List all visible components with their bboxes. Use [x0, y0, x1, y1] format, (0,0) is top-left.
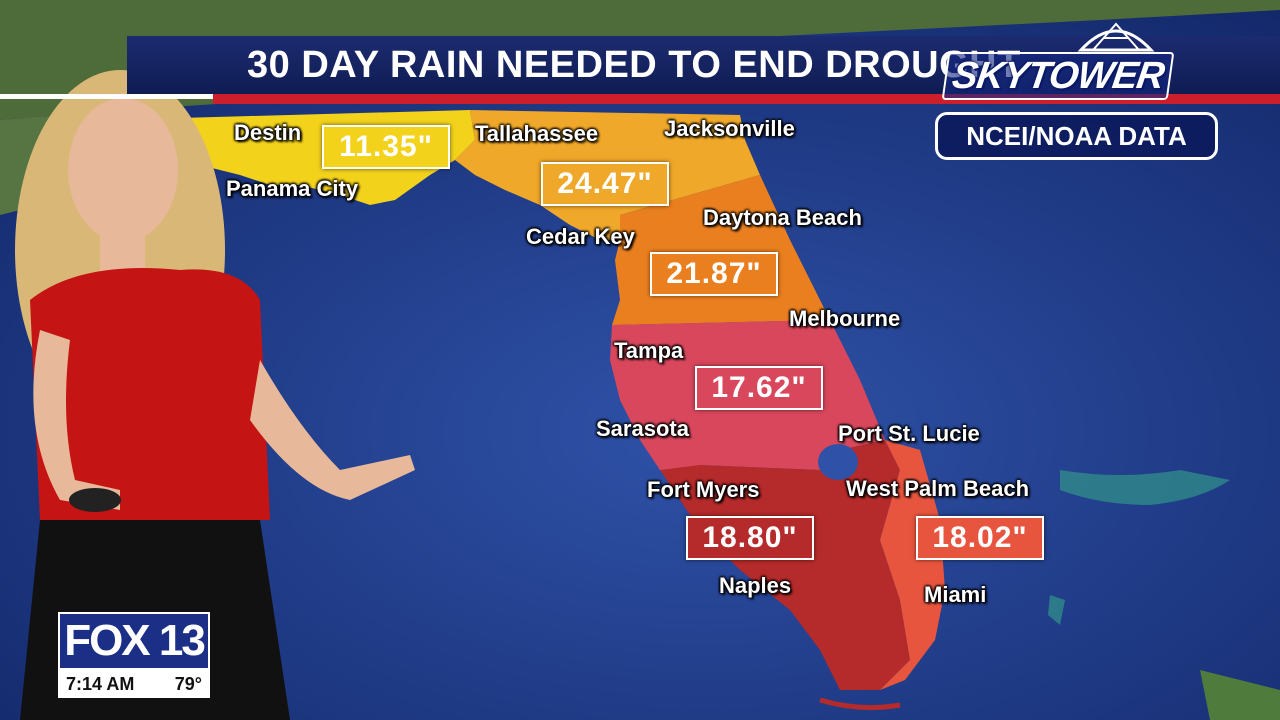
value-panhandle: 11.35" [322, 125, 450, 169]
value-label: 17.62" [711, 371, 807, 404]
region-southwest [660, 440, 910, 690]
city-port-st-lucie: Port St. Lucie [838, 421, 980, 446]
lake-okeechobee [818, 444, 858, 480]
city-destin: Destin [234, 120, 302, 145]
station-bug: FOX 13 7:14 AM 79° [58, 612, 210, 700]
city-daytona-beach: Daytona Beach [703, 205, 862, 230]
city-panama-city: Panama City [226, 176, 359, 201]
value-label: 18.02" [932, 521, 1028, 554]
station-info: 7:14 AM 79° [58, 670, 210, 698]
city-jacksonville: Jacksonville [664, 116, 795, 141]
skytower-logo: SKYTOWER [941, 52, 1175, 100]
value-big-bend: 24.47" [541, 162, 669, 206]
title-accent-line [0, 94, 213, 99]
bahamas [1060, 470, 1230, 505]
title-bar: 30 DAY RAIN NEEDED TO END DROUGHT [127, 36, 1280, 94]
map-title: 30 DAY RAIN NEEDED TO END DROUGHT [247, 43, 1021, 86]
value-label: 21.87" [666, 257, 762, 290]
station-time: 7:14 AM [66, 673, 135, 694]
source-badge: NCEI/NOAA DATA [935, 112, 1218, 160]
city-melbourne: Melbourne [789, 306, 901, 331]
city-tampa: Tampa [614, 338, 684, 363]
city-naples: Naples [719, 573, 792, 598]
station-temp: 79° [174, 673, 202, 694]
city-sarasota: Sarasota [596, 416, 689, 441]
value-southeast: 18.02" [916, 516, 1044, 560]
island [1048, 595, 1065, 625]
dome-icon [1077, 22, 1155, 52]
station-brand: FOX 13 [58, 612, 210, 670]
city-miami: Miami [924, 582, 987, 607]
city-west-palm-beach: West Palm Beach [846, 476, 1030, 501]
title-accent-bar [213, 94, 1280, 104]
value-southwest: 18.80" [686, 516, 814, 560]
region-southeast [880, 440, 945, 690]
value-label: 24.47" [557, 167, 653, 200]
city-fort-myers: Fort Myers [647, 477, 760, 502]
florida-keys [819, 697, 901, 711]
cuba [1200, 670, 1280, 720]
value-central: 17.62" [695, 366, 823, 410]
city-cedar-key: Cedar Key [526, 224, 635, 249]
value-label: 18.80" [702, 521, 798, 554]
city-tallahassee: Tallahassee [475, 121, 599, 146]
value-label: 11.35" [339, 130, 433, 163]
value-north-central: 21.87" [650, 252, 778, 296]
